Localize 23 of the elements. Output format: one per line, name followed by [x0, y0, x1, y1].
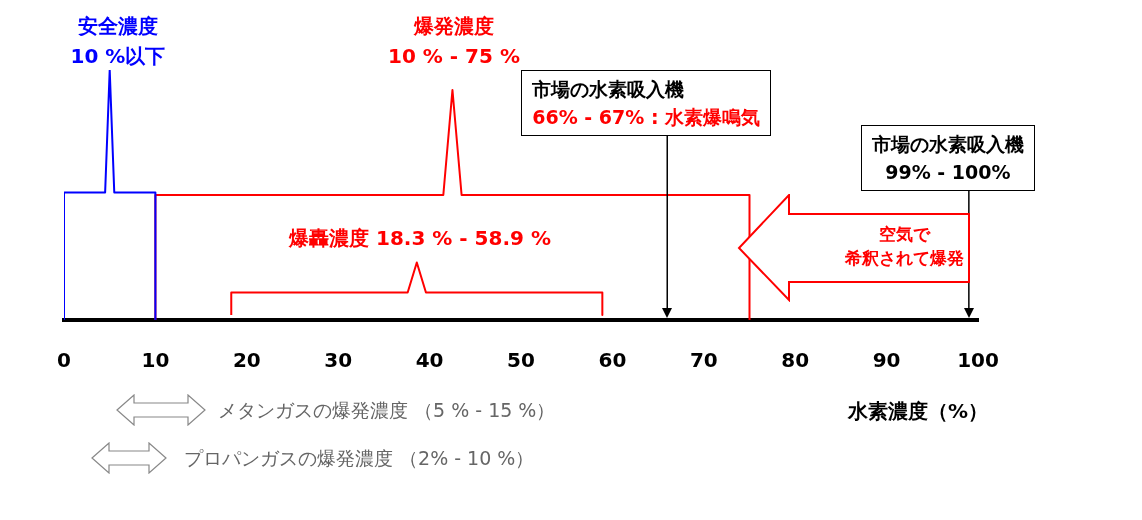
text: 爆発濃度 [414, 14, 494, 38]
text: プロパンガスの爆発濃度 （2% - 10 %） [184, 446, 535, 470]
text: 10 %以下 [70, 44, 166, 68]
text: 10 % - 75 % [388, 44, 520, 68]
x-tick-label: 90 [872, 348, 901, 373]
annotation: 爆轟濃度 18.3 % - 58.9 % [289, 226, 551, 250]
ref-line-label: 市場の水素吸入機 99% - 100% [871, 132, 1024, 185]
text: 安全濃度 [78, 14, 158, 38]
x-tick-label: 0 [57, 348, 71, 373]
x-tick-label: 100 [957, 348, 999, 373]
annotation: 空気で [878, 223, 930, 246]
x-tick-label: 40 [415, 348, 444, 373]
x-tick-label: 60 [598, 348, 627, 373]
text: メタンガスの爆発濃度 （5 % - 15 %） [218, 398, 556, 422]
x-axis-title: 水素濃度（%） [848, 398, 989, 425]
annotation: 希釈されて爆発 [844, 247, 964, 270]
x-tick-label: 50 [507, 348, 535, 373]
x-tick-label: 10 [141, 348, 170, 373]
x-tick-label: 80 [781, 348, 810, 373]
x-tick-label: 30 [324, 348, 353, 373]
ref-line-label: 市場の水素吸入機 66% - 67% : 水素爆鳴気 [532, 77, 761, 130]
x-tick-label: 20 [232, 348, 261, 373]
x-tick-label: 70 [689, 348, 718, 373]
